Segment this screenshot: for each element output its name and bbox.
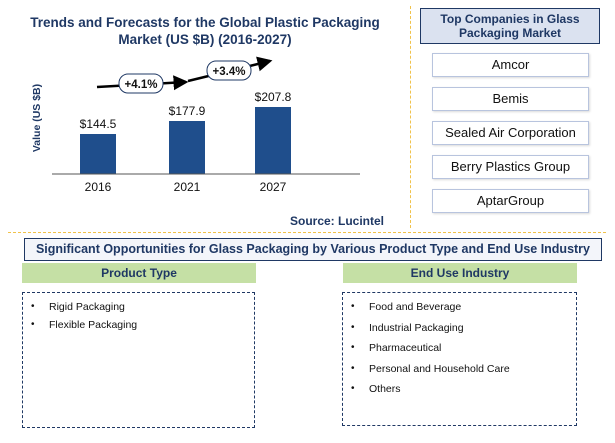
company-box-bemis: Bemis (432, 87, 589, 111)
horizontal-divider (8, 232, 606, 233)
end-use-list-box: Food and Beverage Industrial Packaging P… (342, 292, 577, 426)
list-item: Industrial Packaging (343, 322, 576, 343)
list-item: Rigid Packaging (23, 301, 254, 319)
growth-label-box-2 (206, 60, 252, 81)
x-tick-2021: 2021 (174, 180, 201, 194)
growth-label-box-1 (118, 73, 164, 94)
data-label-2016: $144.5 (80, 117, 117, 131)
list-item: Flexible Packaging (23, 319, 254, 337)
chart-source: Source: Lucintel (290, 214, 385, 228)
company-box-berry-plastics: Berry Plastics Group (432, 155, 589, 179)
growth-label-2: +3.4% (213, 66, 246, 78)
growth-label-1: +4.1% (125, 79, 158, 91)
list-item: Others (343, 383, 576, 404)
opportunities-header: Significant Opportunities for Glass Pack… (24, 238, 602, 261)
bar-2027 (255, 107, 291, 174)
data-label-2021: $177.9 (169, 104, 206, 118)
bar-chart: Value (US $B) $144.5 2016 $177.9 2021 $207.8 2… (31, 56, 360, 194)
bar-2021 (169, 121, 205, 174)
bar-2016 (80, 134, 116, 174)
end-use-industry-header: End Use Industry (343, 263, 577, 283)
end-use-list: Food and Beverage Industrial Packaging P… (343, 293, 576, 404)
company-box-aptargroup: AptarGroup (432, 189, 589, 213)
product-type-list: Rigid Packaging Flexible Packaging (23, 293, 254, 337)
vertical-divider (410, 6, 411, 228)
x-tick-2016: 2016 (85, 180, 112, 194)
product-type-list-box: Rigid Packaging Flexible Packaging (22, 292, 255, 428)
y-axis-label: Value (US $B) (31, 84, 43, 152)
x-tick-2027: 2027 (260, 180, 287, 194)
company-box-amcor: Amcor (432, 53, 589, 77)
company-box-sealed-air: Sealed Air Corporation (432, 121, 589, 145)
data-label-2027: $207.8 (255, 90, 292, 104)
product-type-header: Product Type (22, 263, 256, 283)
top-companies-header: Top Companies in Glass Packaging Market (420, 8, 600, 44)
list-item: Food and Beverage (343, 301, 576, 322)
chart-title: Trends and Forecasts for the Global Plas… (30, 15, 380, 47)
list-item: Personal and Household Care (343, 363, 576, 384)
list-item: Pharmaceutical (343, 342, 576, 363)
